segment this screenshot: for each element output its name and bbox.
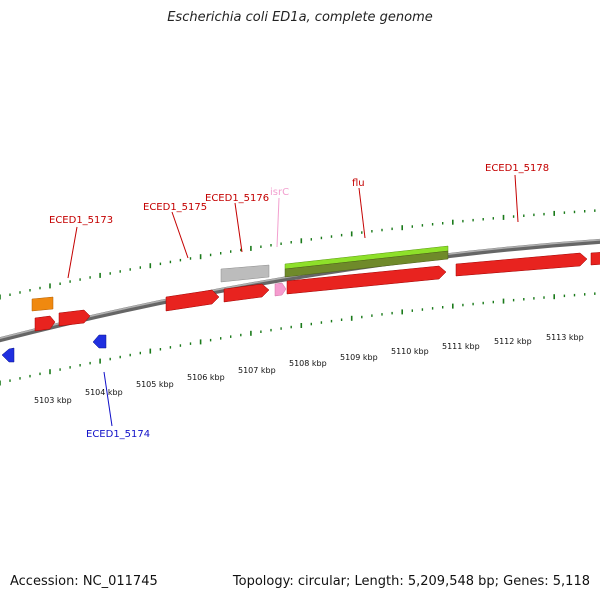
kbp-label: 5110 kbp <box>391 347 429 356</box>
gene-orange[interactable] <box>31 296 54 312</box>
gene-labels: ECED1_5173 ECED1_5175 ECED1_5176 isrC fl… <box>49 163 549 440</box>
kbp-label: 5104 kbp <box>85 388 123 397</box>
gene-red-edge[interactable] <box>590 252 600 266</box>
outer-tick-row <box>0 209 596 300</box>
kbp-label: 5113 kbp <box>546 333 584 342</box>
gene-flu[interactable] <box>286 265 447 295</box>
gene-eced1-5176[interactable] <box>223 283 270 303</box>
map-title: Escherichia coli ED1a, complete genome <box>167 10 433 25</box>
kbp-label: 5107 kbp <box>238 366 276 375</box>
label-eced1-5173: ECED1_5173 <box>49 215 113 226</box>
kbp-label: 5103 kbp <box>34 396 72 405</box>
genome-summary-text: Topology: circular; Length: 5,209,548 bp… <box>232 574 590 589</box>
kbp-label: 5109 kbp <box>340 353 378 362</box>
gene-eced1-5178[interactable] <box>455 252 588 277</box>
kbp-label: 5108 kbp <box>289 359 327 368</box>
kbp-label: 5111 kbp <box>442 342 480 351</box>
gene-blue-left[interactable] <box>1 347 15 363</box>
gene-eced1-5175[interactable] <box>165 289 220 312</box>
kbp-scale-labels: 5103 kbp 5104 kbp 5105 kbp 5106 kbp 5107… <box>34 333 584 405</box>
label-isrc: isrC <box>270 187 289 198</box>
accession-text: Accession: NC_011745 <box>10 574 158 589</box>
forward-genes <box>31 245 600 332</box>
gene-isrc[interactable] <box>274 282 287 297</box>
label-eced1-5176: ECED1_5176 <box>205 193 269 204</box>
label-eced1-5175: ECED1_5175 <box>143 202 207 213</box>
kbp-label: 5106 kbp <box>187 373 225 382</box>
gene-eced1-5174[interactable] <box>92 334 107 349</box>
gene-eced1-5173[interactable] <box>34 315 56 332</box>
kbp-label: 5105 kbp <box>136 380 174 389</box>
label-flu: flu <box>352 178 365 189</box>
inner-tick-row <box>0 292 596 386</box>
kbp-label: 5112 kbp <box>494 337 532 346</box>
gene-gray[interactable] <box>220 264 270 283</box>
gene-red-small[interactable] <box>58 309 91 327</box>
label-eced1-5178: ECED1_5178 <box>485 163 549 174</box>
reverse-genes <box>1 334 107 363</box>
label-leaders <box>67 174 519 427</box>
label-eced1-5174: ECED1_5174 <box>86 429 150 440</box>
gene-flu-feature-dark[interactable] <box>284 250 449 278</box>
